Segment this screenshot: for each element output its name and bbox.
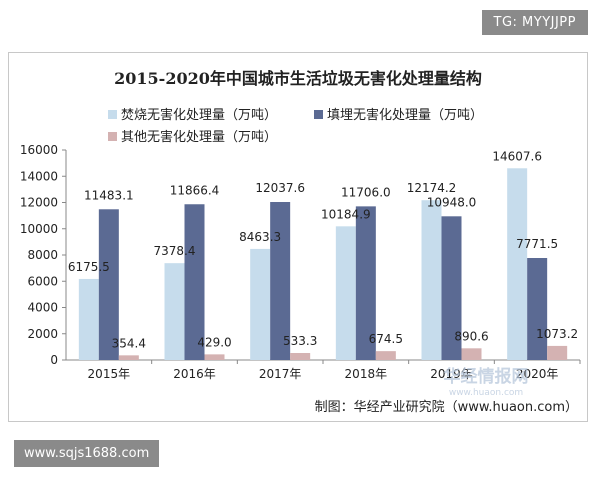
x-tick-label: 2015年 (88, 367, 131, 381)
data-label: 12174.2 (407, 181, 457, 195)
data-label: 674.5 (369, 332, 403, 346)
url-badge[interactable]: www.sqjs1688.com (14, 440, 160, 467)
chart: 2015-2020年中国城市生活垃圾无害化处理量结构 焚烧无害化处理量（万吨） 填… (20, 69, 581, 415)
bar (547, 345, 568, 360)
data-label: 11483.1 (84, 188, 134, 202)
data-label: 1073.2 (536, 327, 578, 341)
data-label: 11866.4 (170, 183, 220, 197)
x-tick-label: 2019年 (430, 367, 473, 381)
bar (355, 206, 376, 360)
data-label: 429.0 (197, 335, 231, 349)
data-label: 14607.6 (492, 149, 542, 163)
watermark-url: www.huaon.com (449, 388, 523, 398)
tg-badge: TG: MYYJJPP (481, 10, 588, 35)
chart-title: 2015-2020年中国城市生活垃圾无害化处理量结构 (114, 69, 482, 88)
data-label: 7378.4 (154, 244, 196, 258)
y-tick-label: 8000 (27, 248, 58, 262)
bar (421, 200, 442, 360)
legend-swatch (108, 132, 117, 141)
data-label: 11706.0 (341, 185, 391, 199)
x-tick-label: 2017年 (259, 367, 302, 381)
legend-swatch (314, 110, 323, 119)
x-tick-label: 2016年 (173, 367, 216, 381)
bar (441, 216, 462, 360)
x-tick-label: 2018年 (345, 367, 388, 381)
bar (98, 209, 119, 360)
legend-label: 填埋无害化处理量（万吨） (327, 107, 483, 123)
data-label: 8463.3 (239, 230, 281, 244)
bars (78, 168, 568, 360)
bar (204, 354, 225, 360)
bar (507, 168, 528, 360)
data-label: 533.3 (283, 334, 317, 348)
data-label: 12037.6 (255, 181, 305, 195)
y-tick-label: 4000 (27, 301, 58, 315)
data-label: 6175.5 (68, 260, 110, 274)
bar (184, 204, 205, 360)
y-tick-label: 0 (50, 353, 58, 367)
data-label: 354.4 (112, 336, 146, 350)
x-tick-label: 2020年 (516, 367, 559, 381)
bar (335, 226, 356, 360)
bar (290, 353, 311, 360)
bar (375, 351, 396, 360)
y-tick-label: 16000 (20, 143, 58, 157)
data-label: 7771.5 (516, 237, 558, 251)
bar (118, 355, 139, 360)
legend-label: 焚烧无害化处理量（万吨） (121, 107, 277, 123)
bar (250, 248, 271, 360)
data-label: 10948.0 (427, 195, 477, 209)
bar (461, 348, 482, 360)
y-tick-label: 6000 (27, 274, 58, 288)
data-label: 10184.9 (321, 207, 371, 221)
data-labels: 6175.5 11483.1 354.4 7378.4 11866.4 429.0 8463… (68, 149, 578, 350)
data-label: 890.6 (454, 329, 488, 343)
axes: 0 2000 4000 6000 8000 10000 12000 14000 16000 201… (20, 143, 581, 381)
y-tick-label: 12000 (20, 196, 58, 210)
bar (78, 278, 99, 360)
legend-label: 其他无害化处理量（万吨） (121, 129, 277, 145)
bar (527, 257, 548, 360)
bar (270, 202, 291, 360)
bar (164, 263, 185, 360)
y-tick-label: 2000 (27, 327, 58, 341)
source-note: 制图：华经产业研究院（www.huaon.com） (315, 400, 578, 415)
legend-swatch (108, 110, 117, 119)
y-tick-label: 14000 (20, 169, 58, 183)
watermark: 华经情报网 www.huaon.com (444, 366, 529, 398)
y-tick-label: 10000 (20, 222, 58, 236)
watermark-text: 华经情报网 (444, 366, 529, 387)
legend: 焚烧无害化处理量（万吨） 填埋无害化处理量（万吨） 其他无害化处理量（万吨） (108, 107, 483, 145)
